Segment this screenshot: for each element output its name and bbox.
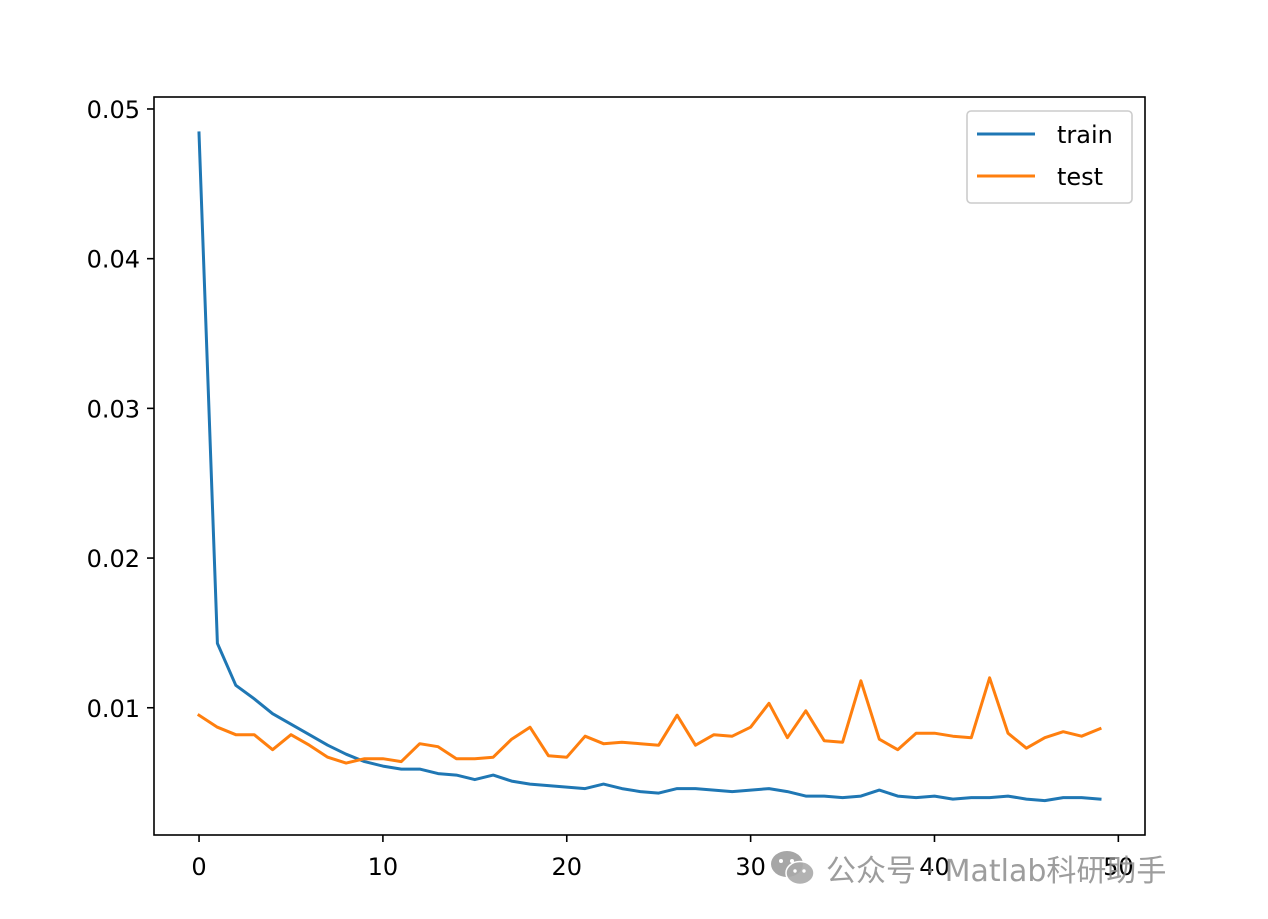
y-tick-label: 0.05 bbox=[87, 96, 140, 124]
axes: 0 10 20 30 40 50 0.01 0.02 0.03 0.04 0.05 bbox=[87, 96, 1146, 881]
plot-area bbox=[196, 131, 1102, 803]
x-tick-label: 20 bbox=[551, 853, 582, 881]
series-line-test bbox=[196, 676, 1102, 765]
series-line-train bbox=[197, 131, 1102, 803]
wechat-icon bbox=[771, 851, 815, 886]
legend-label-test: test bbox=[1057, 163, 1103, 191]
y-tick-label: 0.01 bbox=[87, 695, 140, 723]
x-tick-label: 10 bbox=[368, 853, 399, 881]
y-tick-label: 0.03 bbox=[87, 395, 140, 423]
axes-frame bbox=[153, 96, 1146, 836]
watermark-text: 公众号 · Matlab科研助手 bbox=[826, 854, 1167, 889]
x-tick-label: 40 bbox=[919, 853, 950, 881]
x-tick-label: 30 bbox=[735, 853, 766, 881]
legend: train test bbox=[966, 110, 1133, 204]
y-tick-label: 0.02 bbox=[87, 545, 140, 573]
x-tick-label: 50 bbox=[1103, 853, 1134, 881]
x-tick-label: 0 bbox=[191, 853, 206, 881]
watermark: 公众号 · Matlab科研助手 bbox=[770, 846, 1166, 890]
y-tick-label: 0.04 bbox=[87, 246, 140, 274]
legend-label-train: train bbox=[1057, 121, 1113, 149]
